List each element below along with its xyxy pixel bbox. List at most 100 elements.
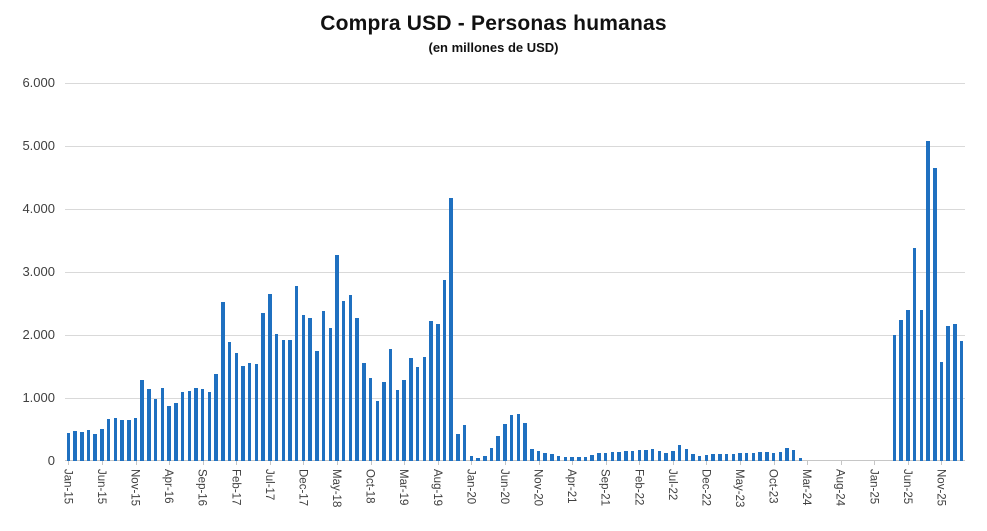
bar-Oct-22 — [691, 454, 695, 461]
bar-Nov-19 — [456, 434, 460, 461]
bar-May-20 — [496, 436, 500, 461]
bar-May-17 — [254, 363, 259, 461]
bar-Jan-21 — [550, 453, 554, 461]
bar-Sep-25 — [926, 141, 930, 461]
bar-Aug-17 — [274, 334, 279, 461]
bar-Sep-17 — [281, 339, 286, 461]
x-axis-label-Jun-20: Jun-20 — [497, 469, 510, 505]
x-axis-label-Jan-25: Jan-25 — [867, 469, 880, 505]
bar-Nov-18 — [375, 401, 380, 461]
bar-Aug-15 — [113, 418, 118, 461]
bar-Feb-24 — [798, 457, 803, 461]
x-tick-Apr-21 — [572, 461, 574, 465]
bar-Mar-15 — [80, 432, 84, 461]
bar-May-21 — [577, 457, 581, 461]
bar-Feb-15 — [73, 431, 77, 461]
x-axis-label-Jul-22: Jul-22 — [665, 469, 678, 501]
x-axis-label-Jun-15: Jun-15 — [94, 469, 107, 505]
x-tick-Jun-15 — [101, 461, 103, 465]
bar-Oct-19 — [449, 198, 453, 461]
bar-Mar-21 — [563, 456, 568, 461]
bar-Apr-23 — [731, 453, 736, 461]
x-axis-label-Nov-25: Nov-25 — [934, 469, 947, 507]
bar-Aug-18 — [355, 318, 359, 461]
x-tick-Dec-17 — [303, 461, 305, 465]
bar-Feb-17 — [234, 352, 239, 461]
bar-May-23 — [738, 453, 742, 461]
x-tick-Jun-20 — [504, 461, 506, 465]
x-tick-Mar-19 — [404, 461, 406, 465]
x-axis-label-Apr-21: Apr-21 — [565, 469, 578, 504]
bar-Dec-16 — [221, 301, 225, 461]
bar-Jul-17 — [268, 293, 272, 461]
bar-Jun-22 — [664, 453, 668, 461]
x-axis-label-Aug-24: Aug-24 — [833, 469, 846, 507]
bar-Oct-17 — [288, 339, 292, 461]
x-axis-label-Oct-18: Oct-18 — [363, 469, 376, 504]
bar-Jan-23 — [711, 454, 715, 461]
bar-Feb-16 — [153, 398, 158, 461]
x-axis-label-Nov-15: Nov-15 — [128, 469, 141, 507]
bar-Aug-23 — [758, 452, 762, 461]
bar-Dec-21 — [624, 450, 628, 461]
x-tick-Dec-22 — [706, 461, 708, 465]
bar-May-22 — [657, 450, 662, 461]
bar-Dec-18 — [382, 382, 386, 461]
bar-Sep-16 — [200, 388, 205, 461]
bar-Nov-22 — [697, 456, 702, 461]
x-axis-line — [65, 460, 965, 461]
bar-Feb-26 — [959, 340, 964, 461]
chart-title: Compra USD - Personas humanas — [320, 12, 667, 35]
y-axis-label-6.000: 6.000 — [22, 75, 55, 90]
bar-Dec-22 — [704, 455, 709, 461]
bar-Aug-21 — [597, 453, 601, 461]
x-tick-Nov-20 — [538, 461, 540, 465]
bar-Jun-18 — [341, 301, 346, 461]
bar-Jul-15 — [106, 419, 111, 461]
bar-Apr-22 — [650, 449, 655, 461]
gridline-2000 — [65, 335, 965, 336]
y-axis-label-4.000: 4.000 — [22, 201, 55, 216]
bar-Feb-20 — [476, 457, 480, 461]
bar-Dec-25 — [946, 325, 950, 461]
bar-Dec-15 — [140, 380, 144, 461]
bar-Mar-23 — [724, 453, 729, 461]
bar-Feb-21 — [556, 456, 561, 461]
bar-Jul-23 — [751, 452, 756, 461]
bar-Jan-17 — [227, 342, 232, 461]
bar-Sep-15 — [120, 419, 124, 461]
bar-Oct-18 — [368, 377, 373, 461]
bar-Dec-20 — [543, 452, 547, 461]
bar-Nov-23 — [778, 452, 783, 461]
gridline-5000 — [65, 146, 965, 147]
x-axis-label-Mar-24: Mar-24 — [800, 469, 813, 506]
x-tick-Jun-25 — [907, 461, 909, 465]
bar-Jan-26 — [953, 323, 957, 461]
bar-Aug-16 — [194, 388, 198, 461]
bar-Jun-17 — [261, 313, 265, 461]
y-axis-label-1.000: 1.000 — [22, 390, 55, 405]
bar-Jul-19 — [429, 320, 433, 461]
bar-Jan-16 — [147, 388, 151, 461]
bar-Feb-22 — [637, 449, 641, 461]
y-axis-label-0: 0 — [47, 453, 55, 468]
bar-Oct-23 — [771, 452, 776, 461]
bar-Sep-22 — [684, 448, 689, 461]
bar-Sep-20 — [523, 422, 527, 461]
x-axis-label-Feb-17: Feb-17 — [229, 469, 242, 506]
x-axis-label-Jan-15: Jan-15 — [61, 469, 74, 505]
bar-Jul-20 — [509, 415, 514, 461]
bar-Aug-19 — [436, 324, 440, 461]
gridline-6000 — [65, 83, 965, 84]
bar-Apr-25 — [892, 334, 897, 461]
bar-Apr-16 — [167, 406, 171, 461]
bar-Jul-21 — [590, 455, 594, 461]
bar-Oct-25 — [933, 167, 937, 461]
bar-Jun-23 — [744, 453, 749, 461]
bar-Nov-17 — [294, 286, 299, 461]
bar-Jul-22 — [671, 450, 675, 461]
x-tick-Aug-24 — [840, 461, 842, 465]
bar-Mar-19 — [402, 380, 406, 461]
x-tick-Jul-22 — [672, 461, 674, 465]
